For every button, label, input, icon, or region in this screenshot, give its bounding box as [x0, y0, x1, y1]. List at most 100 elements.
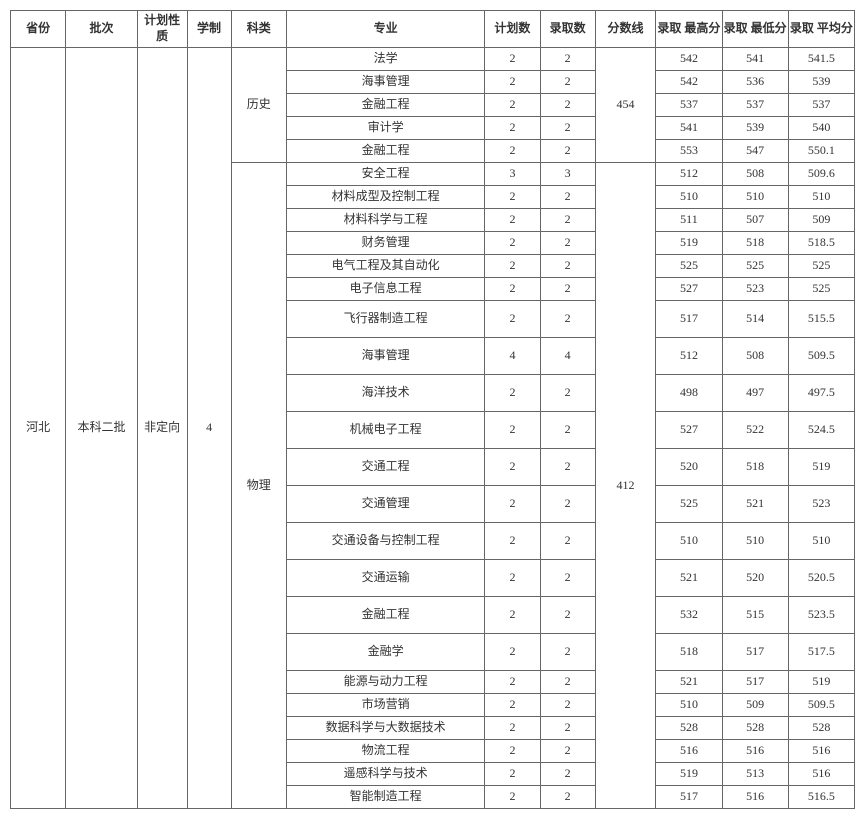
- cell-plannum: 2: [485, 449, 540, 486]
- cell-avg: 519: [788, 449, 854, 486]
- cell-min: 507: [722, 209, 788, 232]
- cell-plannum: 2: [485, 597, 540, 634]
- cell-admitnum: 2: [540, 449, 595, 486]
- cell-major: 市场营销: [286, 694, 485, 717]
- header-plannum: 计划数: [485, 11, 540, 48]
- cell-major: 能源与动力工程: [286, 671, 485, 694]
- cell-avg: 518.5: [788, 232, 854, 255]
- cell-major: 金融学: [286, 634, 485, 671]
- cell-plantype: 非定向: [137, 48, 187, 809]
- cell-min: 520: [722, 560, 788, 597]
- cell-major: 材料成型及控制工程: [286, 186, 485, 209]
- cell-min: 510: [722, 186, 788, 209]
- cell-avg: 515.5: [788, 301, 854, 338]
- cell-major: 遥感科学与技术: [286, 763, 485, 786]
- cell-major: 交通管理: [286, 486, 485, 523]
- cell-min: 513: [722, 763, 788, 786]
- cell-min: 539: [722, 117, 788, 140]
- cell-major: 安全工程: [286, 163, 485, 186]
- cell-max: 511: [656, 209, 722, 232]
- cell-major: 电气工程及其自动化: [286, 255, 485, 278]
- cell-max: 541: [656, 117, 722, 140]
- cell-plannum: 2: [485, 375, 540, 412]
- cell-admitnum: 2: [540, 717, 595, 740]
- cell-min: 547: [722, 140, 788, 163]
- cell-admitnum: 2: [540, 671, 595, 694]
- cell-plannum: 2: [485, 301, 540, 338]
- cell-admitnum: 2: [540, 694, 595, 717]
- cell-admitnum: 2: [540, 486, 595, 523]
- cell-avg: 517.5: [788, 634, 854, 671]
- cell-admitnum: 2: [540, 763, 595, 786]
- cell-min: 509: [722, 694, 788, 717]
- cell-max: 520: [656, 449, 722, 486]
- cell-min: 536: [722, 71, 788, 94]
- cell-min: 508: [722, 163, 788, 186]
- cell-min: 517: [722, 671, 788, 694]
- cell-max: 542: [656, 48, 722, 71]
- cell-plannum: 2: [485, 486, 540, 523]
- cell-avg: 528: [788, 717, 854, 740]
- cell-max: 510: [656, 523, 722, 560]
- cell-max: 519: [656, 232, 722, 255]
- cell-avg: 497.5: [788, 375, 854, 412]
- cell-admitnum: 2: [540, 140, 595, 163]
- cell-major: 电子信息工程: [286, 278, 485, 301]
- cell-avg: 510: [788, 523, 854, 560]
- cell-max: 553: [656, 140, 722, 163]
- cell-min: 518: [722, 232, 788, 255]
- cell-admitnum: 2: [540, 375, 595, 412]
- cell-plannum: 2: [485, 232, 540, 255]
- cell-avg: 540: [788, 117, 854, 140]
- cell-avg: 516: [788, 740, 854, 763]
- cell-avg: 523: [788, 486, 854, 523]
- header-avg: 录取 平均分: [788, 11, 854, 48]
- cell-max: 537: [656, 94, 722, 117]
- cell-admitnum: 2: [540, 523, 595, 560]
- cell-avg: 523.5: [788, 597, 854, 634]
- cell-max: 512: [656, 163, 722, 186]
- cell-scoreline: 412: [595, 163, 656, 809]
- cell-min: 516: [722, 786, 788, 809]
- table-header: 省份 批次 计划性 质 学制 科类 专业 计划数 录取数 分数线 录取 最高分 …: [11, 11, 855, 48]
- admissions-table: 省份 批次 计划性 质 学制 科类 专业 计划数 录取数 分数线 录取 最高分 …: [10, 10, 855, 809]
- header-province: 省份: [11, 11, 66, 48]
- cell-admitnum: 2: [540, 209, 595, 232]
- cell-admitnum: 2: [540, 232, 595, 255]
- cell-min: 537: [722, 94, 788, 117]
- cell-avg: 525: [788, 278, 854, 301]
- cell-major: 数据科学与大数据技术: [286, 717, 485, 740]
- cell-plannum: 2: [485, 48, 540, 71]
- cell-plannum: 2: [485, 740, 540, 763]
- header-max: 录取 最高分: [656, 11, 722, 48]
- cell-major: 金融工程: [286, 140, 485, 163]
- cell-avg: 537: [788, 94, 854, 117]
- cell-years: 4: [187, 48, 231, 809]
- cell-admitnum: 3: [540, 163, 595, 186]
- cell-admitnum: 2: [540, 786, 595, 809]
- cell-admitnum: 2: [540, 560, 595, 597]
- cell-min: 521: [722, 486, 788, 523]
- cell-min: 517: [722, 634, 788, 671]
- cell-plannum: 2: [485, 634, 540, 671]
- cell-major: 金融工程: [286, 94, 485, 117]
- table-row: 河北本科二批非定向4历史法学22454542541541.5: [11, 48, 855, 71]
- cell-min: 514: [722, 301, 788, 338]
- cell-avg: 539: [788, 71, 854, 94]
- cell-plannum: 3: [485, 163, 540, 186]
- header-years: 学制: [187, 11, 231, 48]
- cell-major: 金融工程: [286, 597, 485, 634]
- cell-plannum: 2: [485, 671, 540, 694]
- cell-major: 审计学: [286, 117, 485, 140]
- cell-max: 519: [656, 763, 722, 786]
- cell-category: 物理: [231, 163, 286, 809]
- cell-admitnum: 2: [540, 740, 595, 763]
- cell-admitnum: 2: [540, 255, 595, 278]
- cell-plannum: 2: [485, 560, 540, 597]
- cell-major: 海洋技术: [286, 375, 485, 412]
- cell-admitnum: 4: [540, 338, 595, 375]
- cell-major: 法学: [286, 48, 485, 71]
- cell-avg: 509.6: [788, 163, 854, 186]
- cell-major: 物流工程: [286, 740, 485, 763]
- cell-admitnum: 2: [540, 412, 595, 449]
